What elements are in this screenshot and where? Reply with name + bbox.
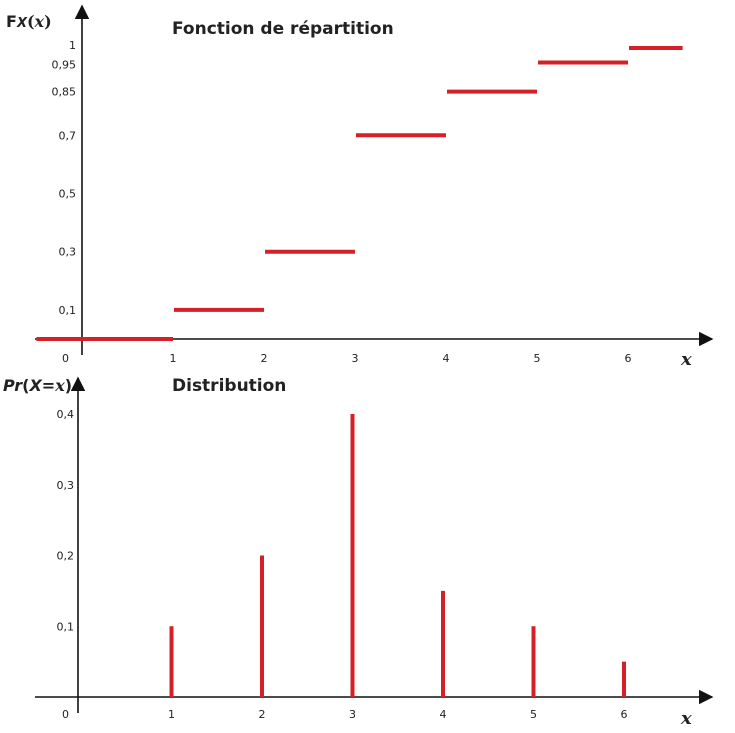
cdf-x-tick-label: 2 (261, 352, 268, 365)
pmf-y-tick-label: 0,3 (57, 479, 75, 492)
cdf-x-tick-label: 1 (170, 352, 177, 365)
pmf-x-tick-label: 1 (168, 708, 175, 721)
cdf-x-axis-label: x (680, 349, 692, 370)
pmf-y-tick-label: 0,1 (57, 620, 75, 633)
cdf-y-tick-label: 1 (69, 39, 76, 52)
pmf-x-tick-label: 4 (440, 708, 447, 721)
pmf-x-tick-labels: 1 2 3 4 5 6 (168, 708, 628, 721)
cdf-y-tick-label: 0,5 (59, 188, 77, 201)
cdf-origin-label: 0 (62, 352, 69, 365)
pmf-y-tick-labels: 0,1 0,2 0,3 0,4 (57, 408, 75, 633)
cdf-chart: Fonction de répartition FX(x) 0 x 1 2 3 4 5 6… (6, 4, 714, 370)
pmf-x-tick-label: 3 (349, 708, 356, 721)
cdf-y-tick-label: 0,3 (59, 246, 77, 259)
cdf-x-tick-labels: 1 2 3 4 5 6 (170, 352, 632, 365)
pmf-title: Distribution (172, 376, 286, 396)
pmf-origin-label: 0 (62, 708, 69, 721)
pmf-bars (169, 414, 626, 697)
pmf-x-axis-label: x (680, 708, 692, 729)
cdf-x-tick-label: 6 (625, 352, 632, 365)
pmf-y-tick-label: 0,4 (57, 408, 75, 421)
pmf-x-tick-label: 2 (259, 708, 266, 721)
cdf-y-tick-label: 0,7 (59, 129, 77, 142)
cdf-y-tick-label: 0,95 (52, 59, 77, 72)
cdf-y-tick-label: 0,85 (52, 86, 77, 99)
cdf-step-lines (36, 46, 683, 341)
pmf-y-tick-label: 0,2 (57, 550, 75, 563)
cdf-x-tick-label: 5 (534, 352, 541, 365)
pmf-x-tick-label: 6 (621, 708, 628, 721)
cdf-y-tick-labels: 0,1 0,3 0,5 0,7 0,85 0,95 1 (52, 39, 77, 317)
cdf-y-axis-label: FX(x) (6, 12, 52, 31)
pmf-x-tick-label: 5 (530, 708, 537, 721)
pmf-y-axis-label: Pr(X=x) (3, 376, 72, 395)
cdf-y-tick-label: 0,1 (59, 304, 77, 317)
cdf-x-tick-label: 4 (443, 352, 450, 365)
cdf-x-tick-label: 3 (352, 352, 359, 365)
cdf-title: Fonction de répartition (172, 19, 394, 39)
